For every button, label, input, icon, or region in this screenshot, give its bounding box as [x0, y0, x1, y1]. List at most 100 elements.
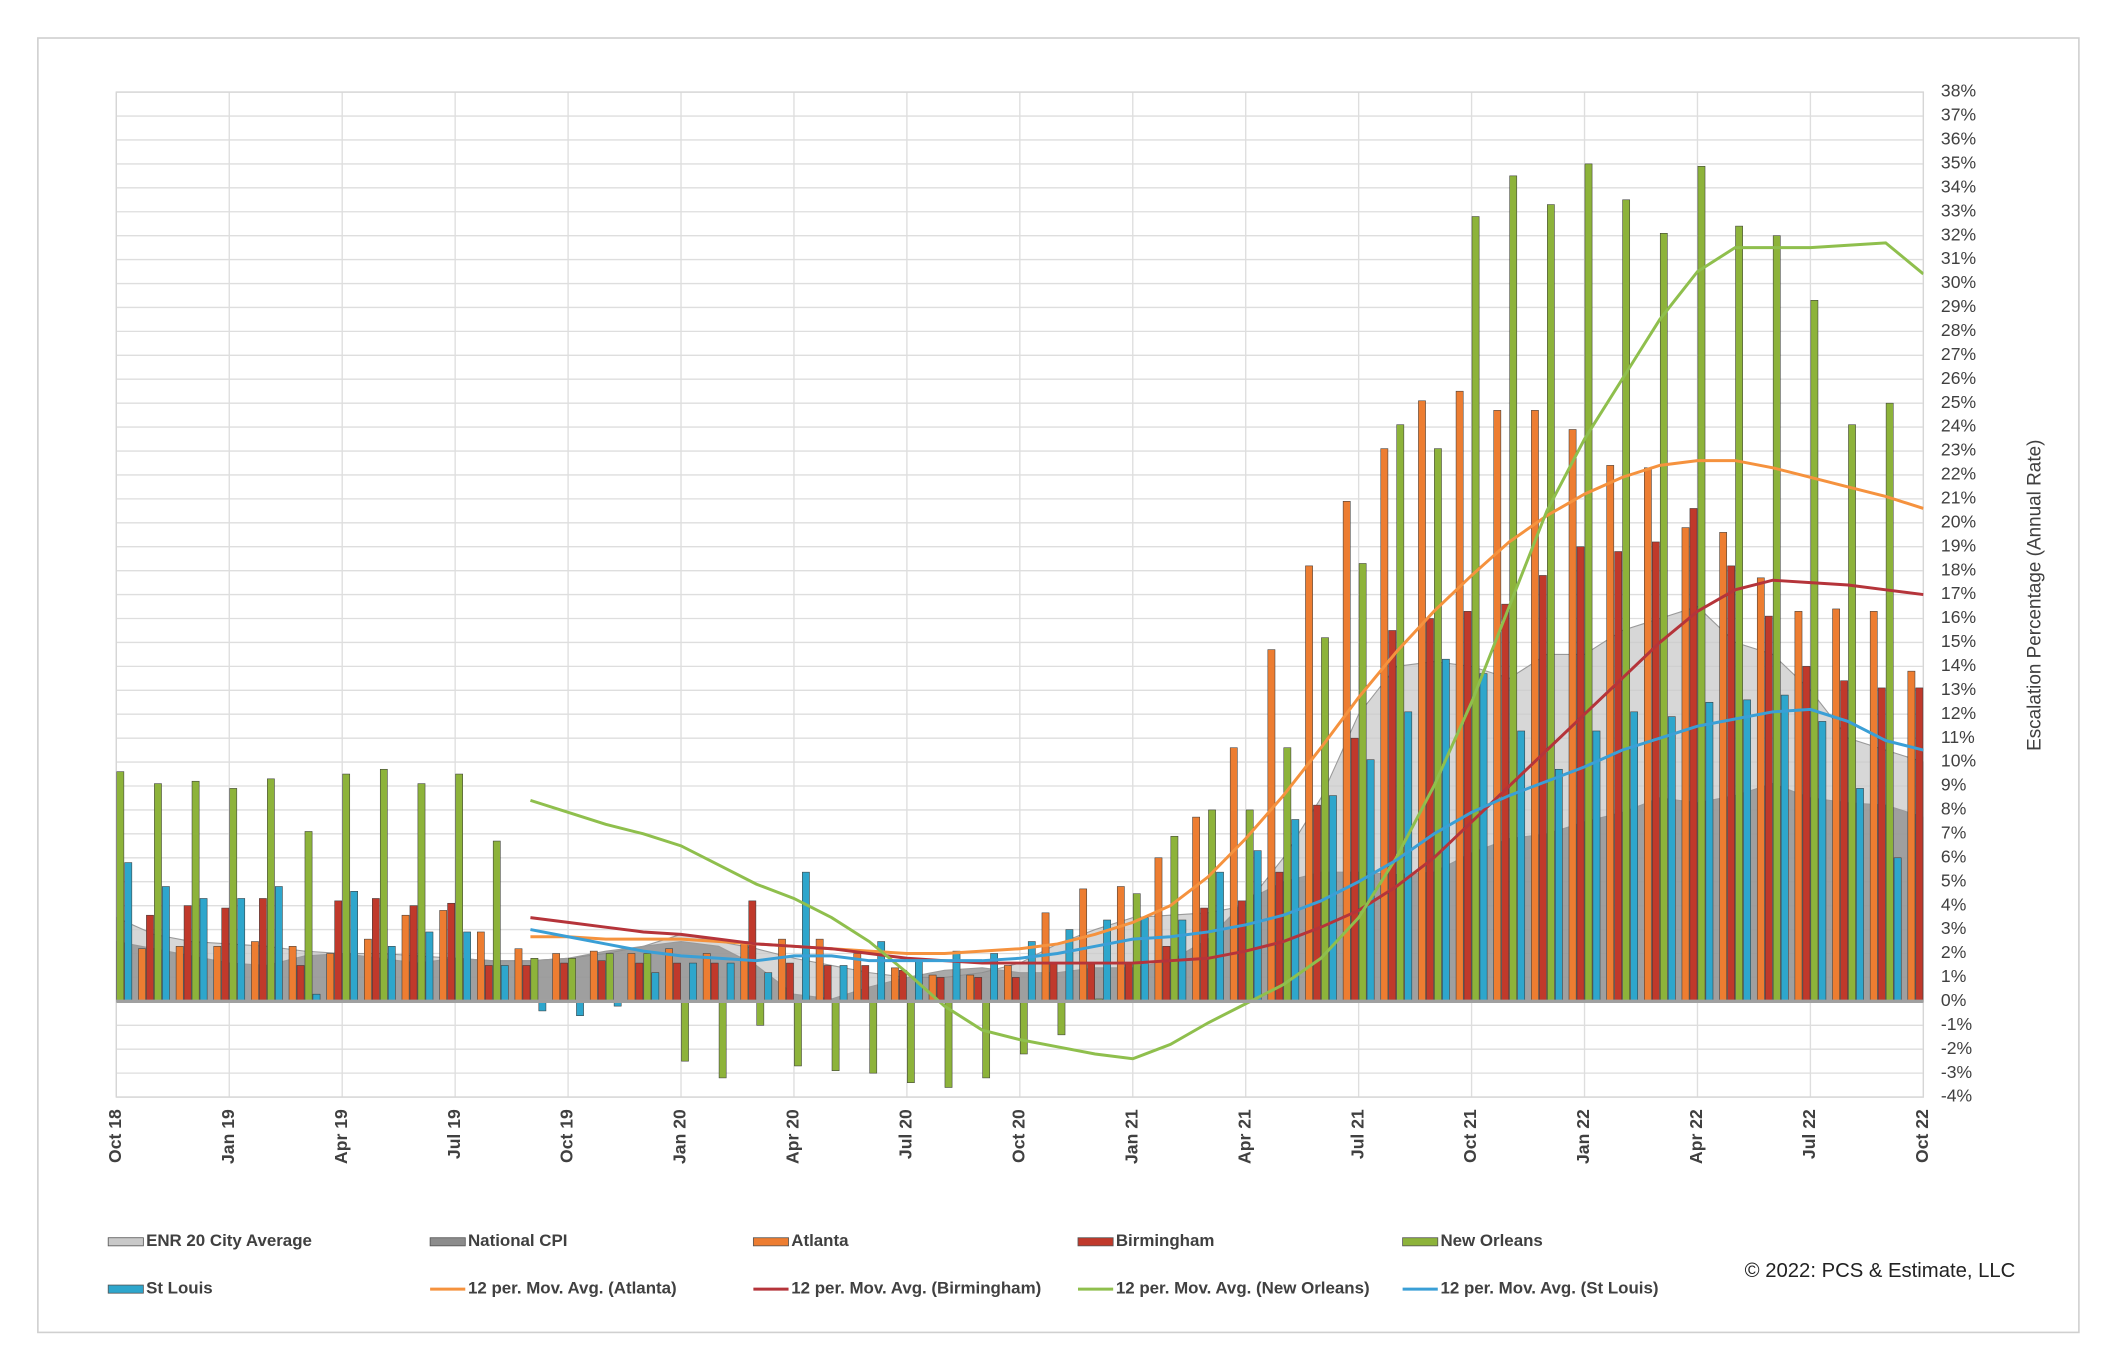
bar — [1208, 809, 1216, 1002]
bar — [439, 910, 448, 1002]
bar — [1576, 546, 1585, 1002]
bar — [1539, 575, 1547, 1002]
bar — [552, 953, 560, 1002]
bar — [1305, 565, 1313, 1002]
bar — [831, 1001, 840, 1072]
bar — [1818, 721, 1827, 1002]
bar — [221, 907, 230, 1002]
bar — [1547, 204, 1555, 1002]
bar — [213, 946, 222, 1002]
bar — [1192, 816, 1200, 1002]
bar — [589, 950, 598, 1002]
y-axis-label: Escalation Percentage (Annual Rate) — [2025, 440, 2046, 751]
bar — [1057, 1001, 1066, 1036]
bar — [1267, 649, 1276, 1002]
bar — [1869, 611, 1878, 1002]
bar — [304, 831, 313, 1002]
bar — [1229, 747, 1238, 1002]
y-tick-label: 2% — [1941, 942, 1966, 962]
legend-label: Birmingham — [1116, 1231, 1215, 1250]
bar — [447, 902, 456, 1002]
bar — [1396, 424, 1405, 1002]
x-tick-label: Jul 21 — [1347, 1109, 1367, 1159]
bar — [1885, 402, 1894, 1002]
bar — [138, 948, 146, 1002]
bar — [1132, 893, 1141, 1002]
bar — [982, 1001, 991, 1079]
bar — [372, 898, 380, 1002]
bar — [1027, 941, 1036, 1002]
moving-average-line — [530, 578, 1924, 965]
bar — [1592, 730, 1601, 1002]
bar — [1455, 390, 1464, 1002]
y-tick-label: 14% — [1941, 655, 1976, 675]
y-tick-label: 23% — [1941, 440, 1976, 460]
bar — [476, 931, 485, 1002]
x-tick-label: Jan 22 — [1573, 1109, 1593, 1164]
x-tick-label: Jan 21 — [1121, 1109, 1141, 1164]
copyright: © 2022: PCS & Estimate, LLC — [1745, 1260, 2016, 1282]
bar — [823, 965, 832, 1002]
y-tick-label: 21% — [1941, 488, 1976, 508]
bar — [191, 780, 200, 1002]
bar — [259, 898, 267, 1002]
legend-label: 12 per. Mov. Avg. (St Louis) — [1440, 1279, 1658, 1298]
legend-label: Atlanta — [791, 1231, 849, 1250]
x-tick-label: Oct 21 — [1460, 1109, 1480, 1163]
legend-label: 12 per. Mov. Avg. (Birmingham) — [791, 1279, 1041, 1298]
x-tick-label: Oct 18 — [105, 1109, 125, 1163]
bar — [1116, 886, 1125, 1002]
bar — [154, 783, 162, 1002]
bar — [869, 1001, 878, 1074]
bar — [1689, 508, 1698, 1002]
bar — [1659, 233, 1668, 1002]
bar — [1794, 611, 1803, 1002]
bar — [764, 972, 773, 1002]
bar — [1019, 1001, 1028, 1055]
bar — [673, 962, 681, 1002]
bar — [681, 1001, 689, 1062]
y-tick-label: 1% — [1941, 966, 1966, 986]
x-tick-label: Oct 19 — [557, 1109, 577, 1163]
bar — [1877, 687, 1886, 1002]
legend-swatch — [752, 1237, 789, 1247]
bar — [756, 1001, 765, 1026]
bar — [124, 862, 133, 1002]
bar — [1170, 835, 1179, 1002]
bar — [802, 871, 810, 1002]
legend-label: St Louis — [146, 1279, 213, 1298]
bar — [1434, 448, 1442, 1002]
bar — [1162, 946, 1171, 1002]
x-tick-label: Jul 22 — [1799, 1109, 1819, 1159]
bar — [1049, 962, 1058, 1002]
y-tick-label: 38% — [1941, 81, 1976, 101]
bar — [952, 950, 961, 1002]
legend-swatch — [429, 1237, 466, 1247]
bar — [1275, 871, 1284, 1002]
bar — [944, 1001, 953, 1088]
legend-label: 12 per. Mov. Avg. (Atlanta) — [468, 1279, 677, 1298]
bar — [576, 1001, 584, 1016]
bar — [199, 898, 208, 1002]
bar — [1358, 563, 1367, 1002]
bar — [1380, 448, 1389, 1002]
bar — [146, 914, 154, 1002]
bar — [1554, 768, 1563, 1002]
y-tick-label: 13% — [1941, 679, 1976, 699]
moving-average-line — [529, 241, 1924, 1061]
y-tick-label: 3% — [1941, 918, 1966, 938]
y-tick-label: 18% — [1941, 559, 1976, 579]
x-tick-label: Oct 20 — [1008, 1109, 1028, 1163]
legend-swatch — [1077, 1237, 1114, 1247]
bar — [183, 905, 192, 1002]
bar — [740, 941, 749, 1002]
y-tick-label: 25% — [1941, 392, 1976, 412]
bar — [651, 972, 660, 1002]
bar — [726, 962, 735, 1002]
bar — [116, 771, 125, 1002]
x-tick-label: Apr 20 — [783, 1109, 803, 1164]
bar — [484, 965, 493, 1002]
bar — [1644, 467, 1652, 1002]
moving-average-line — [530, 707, 1924, 963]
